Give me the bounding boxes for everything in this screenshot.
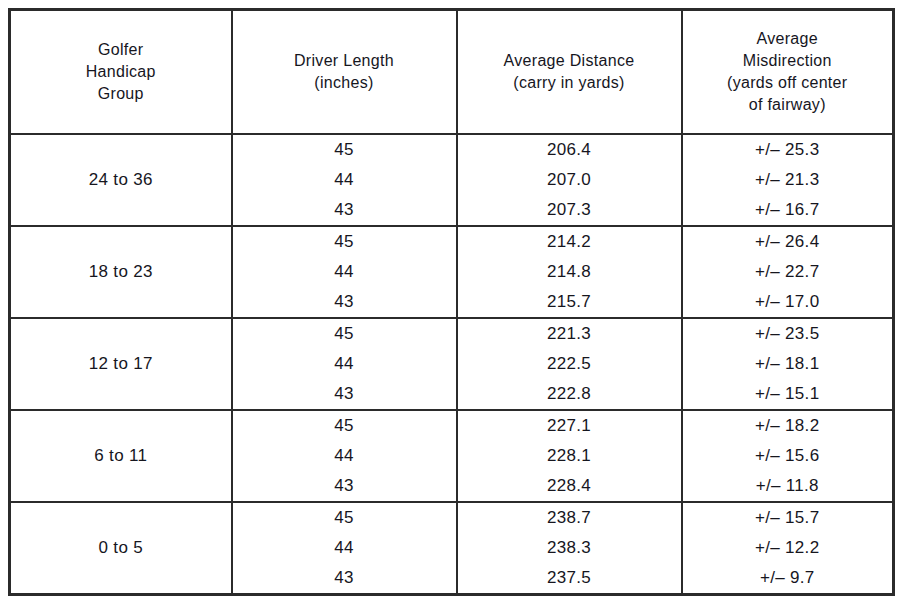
handicap-group-cell: 12 to 17 bbox=[10, 318, 232, 410]
driver-length-cell: 44 bbox=[232, 349, 457, 379]
driver-length-cell: 44 bbox=[232, 257, 457, 287]
misdirection-cell: +/– 23.5 bbox=[682, 318, 894, 349]
distance-cell: 207.0 bbox=[457, 165, 682, 195]
golfer-driver-length-table: Golfer Handicap Group Driver Length (inc… bbox=[8, 8, 895, 596]
table-row: 0 to 5 45 238.7 +/– 15.7 bbox=[10, 502, 894, 533]
driver-length-cell: 45 bbox=[232, 318, 457, 349]
driver-length-cell: 45 bbox=[232, 502, 457, 533]
distance-cell: 237.5 bbox=[457, 563, 682, 595]
distance-cell: 214.2 bbox=[457, 226, 682, 257]
driver-length-cell: 44 bbox=[232, 165, 457, 195]
distance-cell: 227.1 bbox=[457, 410, 682, 441]
distance-cell: 215.7 bbox=[457, 287, 682, 318]
misdirection-cell: +/– 12.2 bbox=[682, 533, 894, 563]
handicap-group-cell: 18 to 23 bbox=[10, 226, 232, 318]
driver-length-cell: 43 bbox=[232, 287, 457, 318]
misdirection-cell: +/– 9.7 bbox=[682, 563, 894, 595]
header-line: Golfer bbox=[11, 39, 231, 61]
table-row: 6 to 11 45 227.1 +/– 18.2 bbox=[10, 410, 894, 441]
misdirection-cell: +/– 17.0 bbox=[682, 287, 894, 318]
driver-length-cell: 43 bbox=[232, 195, 457, 226]
misdirection-cell: +/– 15.6 bbox=[682, 441, 894, 471]
table-body: 24 to 36 45 206.4 +/– 25.3 44 207.0 +/– … bbox=[10, 134, 894, 595]
driver-length-cell: 44 bbox=[232, 533, 457, 563]
driver-length-cell: 44 bbox=[232, 441, 457, 471]
misdirection-cell: +/– 26.4 bbox=[682, 226, 894, 257]
distance-cell: 228.1 bbox=[457, 441, 682, 471]
col-header-driver-length: Driver Length (inches) bbox=[232, 10, 457, 135]
driver-length-cell: 43 bbox=[232, 379, 457, 410]
misdirection-cell: +/– 21.3 bbox=[682, 165, 894, 195]
col-header-average-misdirection: Average Misdirection (yards off center o… bbox=[682, 10, 894, 135]
header-line: (yards off center bbox=[683, 72, 893, 94]
header-line: Average Distance bbox=[458, 50, 681, 72]
header-line: of fairway) bbox=[683, 94, 893, 116]
header-line: Average bbox=[683, 28, 893, 50]
page: Golfer Handicap Group Driver Length (inc… bbox=[0, 0, 900, 600]
table-header: Golfer Handicap Group Driver Length (inc… bbox=[10, 10, 894, 135]
misdirection-cell: +/– 15.7 bbox=[682, 502, 894, 533]
driver-length-cell: 45 bbox=[232, 410, 457, 441]
misdirection-cell: +/– 25.3 bbox=[682, 134, 894, 165]
table-row: 18 to 23 45 214.2 +/– 26.4 bbox=[10, 226, 894, 257]
table-row: 12 to 17 45 221.3 +/– 23.5 bbox=[10, 318, 894, 349]
distance-cell: 207.3 bbox=[457, 195, 682, 226]
handicap-group-cell: 6 to 11 bbox=[10, 410, 232, 502]
misdirection-cell: +/– 15.1 bbox=[682, 379, 894, 410]
header-line: Handicap bbox=[11, 61, 231, 83]
handicap-group-cell: 0 to 5 bbox=[10, 502, 232, 595]
col-header-average-distance: Average Distance (carry in yards) bbox=[457, 10, 682, 135]
distance-cell: 238.3 bbox=[457, 533, 682, 563]
driver-length-cell: 43 bbox=[232, 563, 457, 595]
header-line: (inches) bbox=[233, 72, 456, 94]
handicap-group-cell: 24 to 36 bbox=[10, 134, 232, 226]
header-line: Group bbox=[11, 83, 231, 105]
distance-cell: 206.4 bbox=[457, 134, 682, 165]
misdirection-cell: +/– 18.2 bbox=[682, 410, 894, 441]
col-header-golfer-handicap-group: Golfer Handicap Group bbox=[10, 10, 232, 135]
distance-cell: 228.4 bbox=[457, 471, 682, 502]
header-line: Driver Length bbox=[233, 50, 456, 72]
header-row: Golfer Handicap Group Driver Length (inc… bbox=[10, 10, 894, 135]
distance-cell: 222.5 bbox=[457, 349, 682, 379]
misdirection-cell: +/– 22.7 bbox=[682, 257, 894, 287]
driver-length-cell: 45 bbox=[232, 226, 457, 257]
misdirection-cell: +/– 11.8 bbox=[682, 471, 894, 502]
distance-cell: 221.3 bbox=[457, 318, 682, 349]
distance-cell: 238.7 bbox=[457, 502, 682, 533]
distance-cell: 214.8 bbox=[457, 257, 682, 287]
misdirection-cell: +/– 16.7 bbox=[682, 195, 894, 226]
distance-cell: 222.8 bbox=[457, 379, 682, 410]
misdirection-cell: +/– 18.1 bbox=[682, 349, 894, 379]
driver-length-cell: 45 bbox=[232, 134, 457, 165]
table-row: 24 to 36 45 206.4 +/– 25.3 bbox=[10, 134, 894, 165]
driver-length-cell: 43 bbox=[232, 471, 457, 502]
header-line: Misdirection bbox=[683, 50, 893, 72]
header-line: (carry in yards) bbox=[458, 72, 681, 94]
